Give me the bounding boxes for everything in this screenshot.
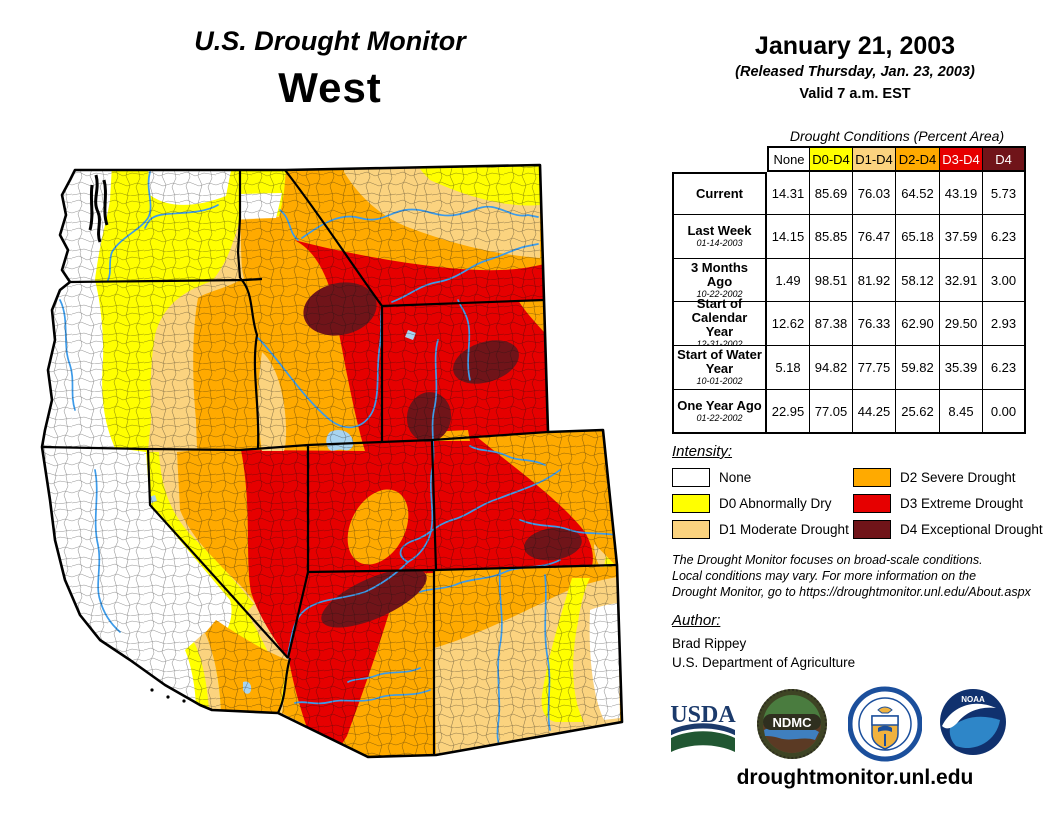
table-value-cell: 77.75 — [853, 346, 896, 390]
disclaimer-line3: Drought Monitor, go to https://droughtmo… — [672, 585, 1031, 599]
table-value-cell: 87.38 — [810, 302, 853, 346]
table-value-cell: 29.50 — [940, 302, 983, 346]
table-value-cell: 6.23 — [983, 215, 1026, 259]
table-value-cell: 35.39 — [940, 346, 983, 390]
table-value-cell: 76.47 — [853, 215, 896, 259]
released-date: (Released Thursday, Jan. 23, 2003) — [735, 64, 975, 80]
table-value-cell: 85.69 — [810, 172, 853, 215]
noaa-text: NOAA — [961, 695, 985, 704]
column-header: D3-D4 — [940, 146, 983, 172]
table-value-cell: 94.82 — [810, 346, 853, 390]
legend-label: D1 Moderate Drought — [719, 521, 849, 537]
table-value-cell: 32.91 — [940, 259, 983, 302]
legend-label: D2 Severe Drought — [900, 469, 1016, 485]
disclaimer-line1: The Drought Monitor focuses on broad-sca… — [672, 553, 983, 567]
valid-time: Valid 7 a.m. EST — [799, 86, 911, 102]
table-value-cell: 6.23 — [983, 346, 1026, 390]
report-date: January 21, 2003 — [754, 32, 956, 60]
table-value-cell: 64.52 — [896, 172, 940, 215]
table-corner-cell — [672, 146, 767, 172]
column-header: None — [767, 146, 810, 172]
row-label: Last Week 01-14-2003 — [672, 215, 767, 259]
legend-label: None — [719, 469, 752, 485]
disclaimer-text: The Drought Monitor focuses on broad-sca… — [672, 552, 1042, 600]
column-header: D4 — [983, 146, 1026, 172]
table-value-cell: 37.59 — [940, 215, 983, 259]
drought-map — [40, 163, 624, 759]
intensity-legend: None D0 Abnormally Dry D1 Moderate Drought… — [672, 464, 1056, 542]
table-value-cell: 76.33 — [853, 302, 896, 346]
page-title: U.S. Drought Monitor — [194, 26, 466, 56]
table-value-cell: 81.92 — [853, 259, 896, 302]
author-org: U.S. Department of Agriculture — [672, 655, 856, 670]
noaa-logo: NOAA — [940, 689, 1006, 755]
disclaimer-line2: Local conditions may vary. For more info… — [672, 569, 977, 583]
drought-conditions-table: None D0-D4 D1-D4 D2-D4 D3-D4 D4 Current 14.31 85… — [672, 146, 1026, 434]
legend-label: D0 Abnormally Dry — [719, 495, 832, 511]
table-value-cell: 65.18 — [896, 215, 940, 259]
legend-item: D1 Moderate Drought — [672, 516, 853, 542]
table-value-cell: 43.19 — [940, 172, 983, 215]
legend-item: D0 Abnormally Dry — [672, 490, 853, 516]
ndmc-text: NDMC — [773, 715, 813, 730]
table-value-cell: 2.93 — [983, 302, 1026, 346]
ndmc-logo: NDMC — [757, 689, 827, 759]
legend-heading: Intensity: — [672, 443, 733, 460]
table-value-cell: 8.45 — [940, 390, 983, 434]
column-header: D0-D4 — [810, 146, 853, 172]
table-value-cell: 14.15 — [767, 215, 810, 259]
legend-label: D3 Extreme Drought — [900, 495, 1024, 511]
table-value-cell: 44.25 — [853, 390, 896, 434]
table-value-cell: 3.00 — [983, 259, 1026, 302]
table-value-cell: 22.95 — [767, 390, 810, 434]
legend-item: None — [672, 464, 853, 490]
legend-swatch — [853, 519, 891, 539]
author-name: Brad Rippey — [672, 636, 747, 651]
legend-item: D4 Exceptional Drought — [853, 516, 1056, 542]
author-heading: Author: — [672, 612, 721, 629]
row-label: Current — [672, 172, 767, 215]
footer-url: droughtmonitor.unl.edu — [736, 766, 974, 789]
commerce-logo — [848, 686, 922, 762]
legend-swatch — [672, 493, 710, 513]
county-lines — [42, 165, 622, 757]
table-value-cell: 5.73 — [983, 172, 1026, 215]
table-caption: Drought Conditions (Percent Area) — [789, 128, 1005, 144]
table-value-cell: 1.49 — [767, 259, 810, 302]
region-outline — [40, 163, 624, 759]
table-value-cell: 12.62 — [767, 302, 810, 346]
legend-swatch — [853, 467, 891, 487]
table-value-cell: 5.18 — [767, 346, 810, 390]
legend-swatch — [672, 467, 710, 487]
channel-islands — [150, 688, 186, 703]
column-header: D2-D4 — [896, 146, 940, 172]
puget-sound — [88, 174, 109, 243]
legend-swatch — [672, 519, 710, 539]
table-value-cell: 58.12 — [896, 259, 940, 302]
table-value-cell: 0.00 — [983, 390, 1026, 434]
table-value-cell: 25.62 — [896, 390, 940, 434]
legend-item: D2 Severe Drought — [853, 464, 1056, 490]
row-label: Start of Water Year 10-01-2002 — [672, 346, 767, 390]
column-header: D1-D4 — [853, 146, 896, 172]
table-value-cell: 98.51 — [810, 259, 853, 302]
table-value-cell: 59.82 — [896, 346, 940, 390]
legend-swatch — [853, 493, 891, 513]
state-borders — [41, 169, 618, 755]
row-label: 3 Months Ago 10-22-2002 — [672, 259, 767, 302]
region-title: West — [278, 64, 382, 111]
table-value-cell: 76.03 — [853, 172, 896, 215]
legend-item: D3 Extreme Drought — [853, 490, 1056, 516]
table-value-cell: 14.31 — [767, 172, 810, 215]
drought-regions — [42, 165, 622, 757]
table-value-cell: 85.85 — [810, 215, 853, 259]
row-label: Start of Calendar Year 12-31-2002 — [672, 297, 767, 349]
row-label: One Year Ago 01-22-2002 — [672, 390, 767, 434]
table-value-cell: 77.05 — [810, 390, 853, 434]
table-value-cell: 62.90 — [896, 302, 940, 346]
usda-logo: USDA — [670, 702, 736, 752]
legend-label: D4 Exceptional Drought — [900, 521, 1043, 537]
